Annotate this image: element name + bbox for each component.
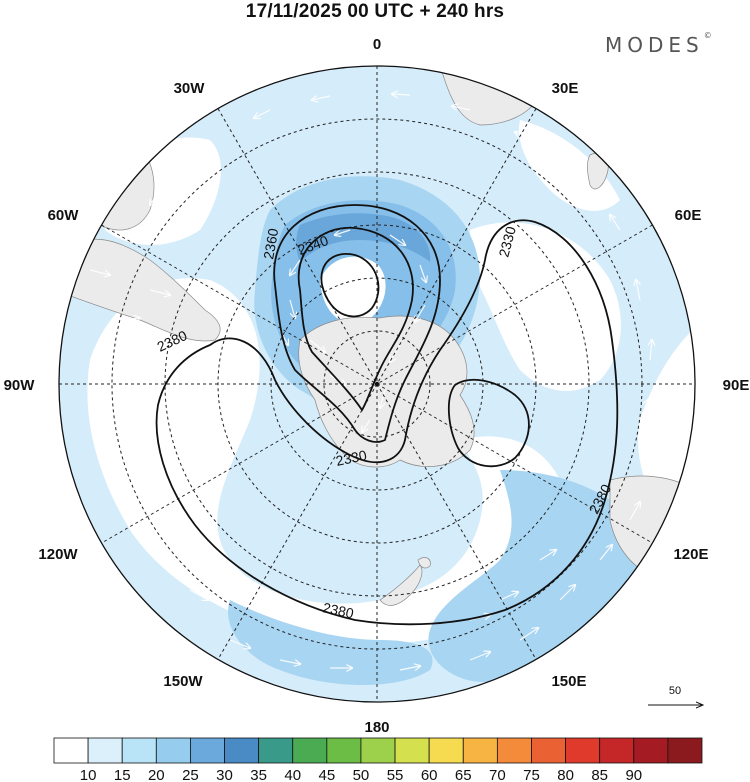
colorbar-swatch	[496, 737, 532, 764]
map-title: 17/11/2025 00 UTC + 240 hrs	[245, 1, 505, 22]
lon-label-30e: 30E	[552, 80, 579, 97]
shading-30	[296, 213, 431, 262]
colorbar-swatch	[258, 737, 294, 764]
colorbar-swatch	[462, 737, 498, 764]
lon-label-60w: 60W	[48, 207, 80, 224]
colorbar-swatch	[428, 737, 464, 764]
colorbar-swatch	[633, 737, 669, 764]
colorbar-tick-label: 55	[387, 767, 404, 782]
colorbar-tick-label: 15	[114, 767, 131, 782]
brand-name: MODES	[605, 33, 704, 57]
colorbar-swatch	[531, 737, 566, 764]
colorbar-swatch	[565, 737, 601, 764]
map-border	[58, 65, 696, 703]
contour-label-2330-ne: 2330	[495, 224, 519, 258]
contours	[155, 204, 619, 626]
lon-label-30w: 30W	[174, 80, 206, 97]
colorbar-swatch	[667, 737, 703, 764]
colorbar-tick-label: 90	[625, 767, 642, 782]
colorbar-swatch	[155, 737, 191, 764]
colorbar-tick-label: 80	[557, 767, 574, 782]
colorbar-tick-label: 25	[182, 767, 199, 782]
colorbar-tick-label: 85	[591, 767, 608, 782]
colorbar-swatch	[190, 737, 225, 764]
colorbar-tick-label: 35	[250, 767, 267, 782]
pole-marker	[374, 381, 380, 387]
contour-label-2380-s: 2380	[321, 599, 355, 621]
colorbar-swatch	[360, 737, 396, 764]
colorbar-tick-label: 40	[284, 767, 301, 782]
lon-label-180: 180	[364, 719, 389, 736]
colorbar-swatch	[224, 737, 260, 764]
colorbar-tick-label: 65	[455, 767, 472, 782]
lon-label-60e: 60E	[675, 207, 702, 224]
lon-label-90w: 90W	[4, 377, 36, 394]
colorbar-swatch	[326, 737, 362, 764]
colorbar-swatch	[53, 737, 89, 764]
colorbar-tick-label: 20	[148, 767, 165, 782]
wind-vectors	[89, 94, 652, 670]
colorbar-tick-label: 10	[80, 767, 97, 782]
colorbar-swatch	[599, 737, 635, 764]
contour-label-2330-s: 2330	[334, 447, 368, 469]
colorbar-tick-label: 30	[216, 767, 233, 782]
colorbar-swatch	[121, 737, 157, 764]
reference-vector-label: 50	[669, 685, 681, 697]
colorbar-swatch	[394, 737, 430, 764]
lon-label-150w: 150W	[163, 673, 203, 690]
lon-label-120w: 120W	[38, 546, 78, 563]
brand-mark: ©	[703, 31, 712, 40]
map-content: 2360 2340 2330 2380 2330 2380 2380	[59, 66, 695, 702]
colorbar-swatch	[292, 737, 328, 764]
colorbar-tick-label: 60	[421, 767, 438, 782]
lon-label-0: 0	[373, 36, 381, 53]
brand-logo: MODES©	[605, 31, 712, 57]
colorbar-tick-label: 70	[489, 767, 506, 782]
colorbar-tick-label: 45	[318, 767, 335, 782]
lon-label-90e: 90E	[723, 377, 750, 394]
contour-label-2360: 2360	[260, 227, 281, 261]
lon-label-120e: 120E	[673, 546, 708, 563]
colorbar-swatch	[87, 737, 123, 764]
lon-label-150e: 150E	[551, 673, 586, 690]
colorbar-tick-label: 75	[523, 767, 540, 782]
low-center-clear	[320, 256, 386, 325]
colorbar: 10 15 20 25 30 35 40 45 50 55 60 65 70 75 80 85 90	[53, 737, 703, 782]
colorbar-tick-label: 50	[353, 767, 370, 782]
